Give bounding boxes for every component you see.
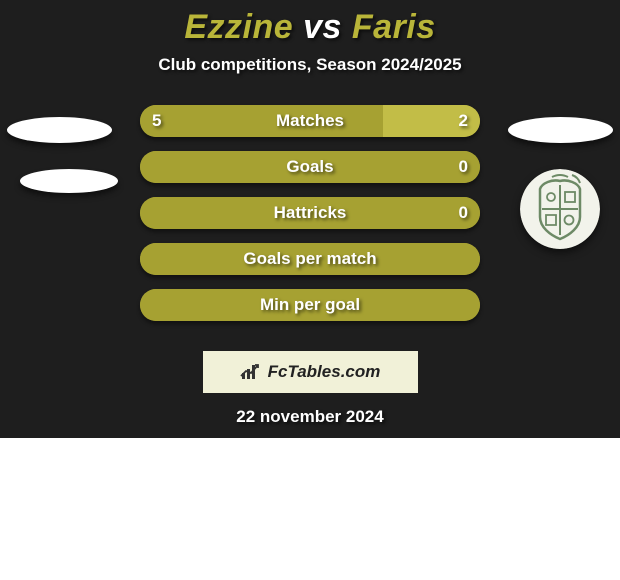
bar-left-fill [140,105,383,137]
subtitle: Club competitions, Season 2024/2025 [0,55,620,75]
bar-left-fill [140,197,480,229]
bar-row: Hattricks0 [140,197,480,229]
chart-icon [240,363,262,381]
stats-widget: Ezzine vs Faris Club competitions, Seaso… [0,0,620,438]
bar-left-fill [140,289,480,321]
crest-icon [520,169,600,249]
bar-row: Matches52 [140,105,480,137]
bar-row: Goals0 [140,151,480,183]
brand-text: FcTables.com [268,362,381,382]
player1-avatar-placeholder [7,117,112,143]
date-label: 22 november 2024 [0,407,620,427]
page-title: Ezzine vs Faris [0,0,620,47]
bar-row: Goals per match [140,243,480,275]
bar-right-value: 0 [459,197,468,229]
bar-left-value: 5 [152,105,161,137]
bar-left-fill [140,243,480,275]
title-player2: Faris [352,8,436,46]
title-player1: Ezzine [184,8,293,46]
bar-right-value: 2 [459,105,468,137]
title-vs: vs [303,8,342,46]
player2-club-crest [520,169,600,249]
brand-badge[interactable]: FcTables.com [203,351,418,393]
player2-avatar-placeholder [508,117,613,143]
bar-left-fill [140,151,480,183]
bar-row: Min per goal [140,289,480,321]
player1-club-placeholder [20,169,118,193]
body-area: Matches52Goals0Hattricks0Goals per match… [0,105,620,345]
comparison-bars: Matches52Goals0Hattricks0Goals per match… [140,105,480,335]
bar-right-value: 0 [459,151,468,183]
